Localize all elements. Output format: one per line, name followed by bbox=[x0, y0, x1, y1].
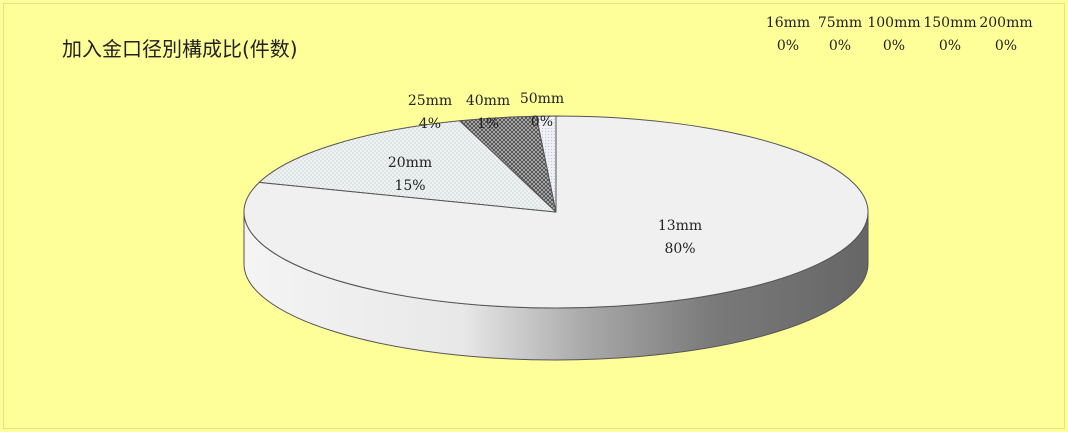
chart-area: 加入金口径別構成比(件数) 13mm 80% 16mm 0% 20mm 15% 25mm 4%… bbox=[3, 3, 1065, 429]
slice-percent-label: 15% bbox=[394, 178, 425, 194]
slice-percent-label: 4% bbox=[419, 116, 441, 132]
slice-percent-label: 0% bbox=[777, 38, 799, 54]
slice-name-label: 13mm bbox=[658, 218, 702, 234]
slice-name-label: 50mm bbox=[520, 91, 564, 107]
chart-title: 加入金口径別構成比(件数) bbox=[62, 37, 298, 61]
pie-chart: 加入金口径別構成比(件数) 13mm 80% 16mm 0% 20mm 15% 25mm 4%… bbox=[62, 15, 1033, 361]
slice-percent-label: 0% bbox=[939, 38, 961, 54]
slice-percent-label: 0% bbox=[829, 38, 851, 54]
slice-name-label: 40mm bbox=[466, 93, 510, 109]
label-layer: 13mm 80% 16mm 0% 20mm 15% 25mm 4% 40mm 1% 50mm 0% 75… bbox=[388, 15, 1033, 257]
slice-name-label: 16mm bbox=[766, 15, 810, 31]
slice-name-label: 75mm bbox=[818, 15, 862, 31]
slice-percent-label: 0% bbox=[531, 114, 553, 130]
slice-name-label: 20mm bbox=[388, 155, 432, 171]
slice-name-label: 100mm bbox=[867, 15, 920, 31]
slice-percent-label: 0% bbox=[883, 38, 905, 54]
slice-percent-label: 1% bbox=[477, 116, 499, 132]
slice-name-label: 150mm bbox=[923, 15, 976, 31]
slice-percent-label: 0% bbox=[995, 38, 1017, 54]
slice-percent-label: 80% bbox=[664, 241, 695, 257]
slice-name-label: 25mm bbox=[408, 93, 452, 109]
pie-slice-20mm bbox=[258, 120, 557, 213]
slice-name-label: 200mm bbox=[979, 15, 1032, 31]
pie-slice-40mm bbox=[535, 115, 557, 213]
pie-layer bbox=[243, 115, 869, 361]
